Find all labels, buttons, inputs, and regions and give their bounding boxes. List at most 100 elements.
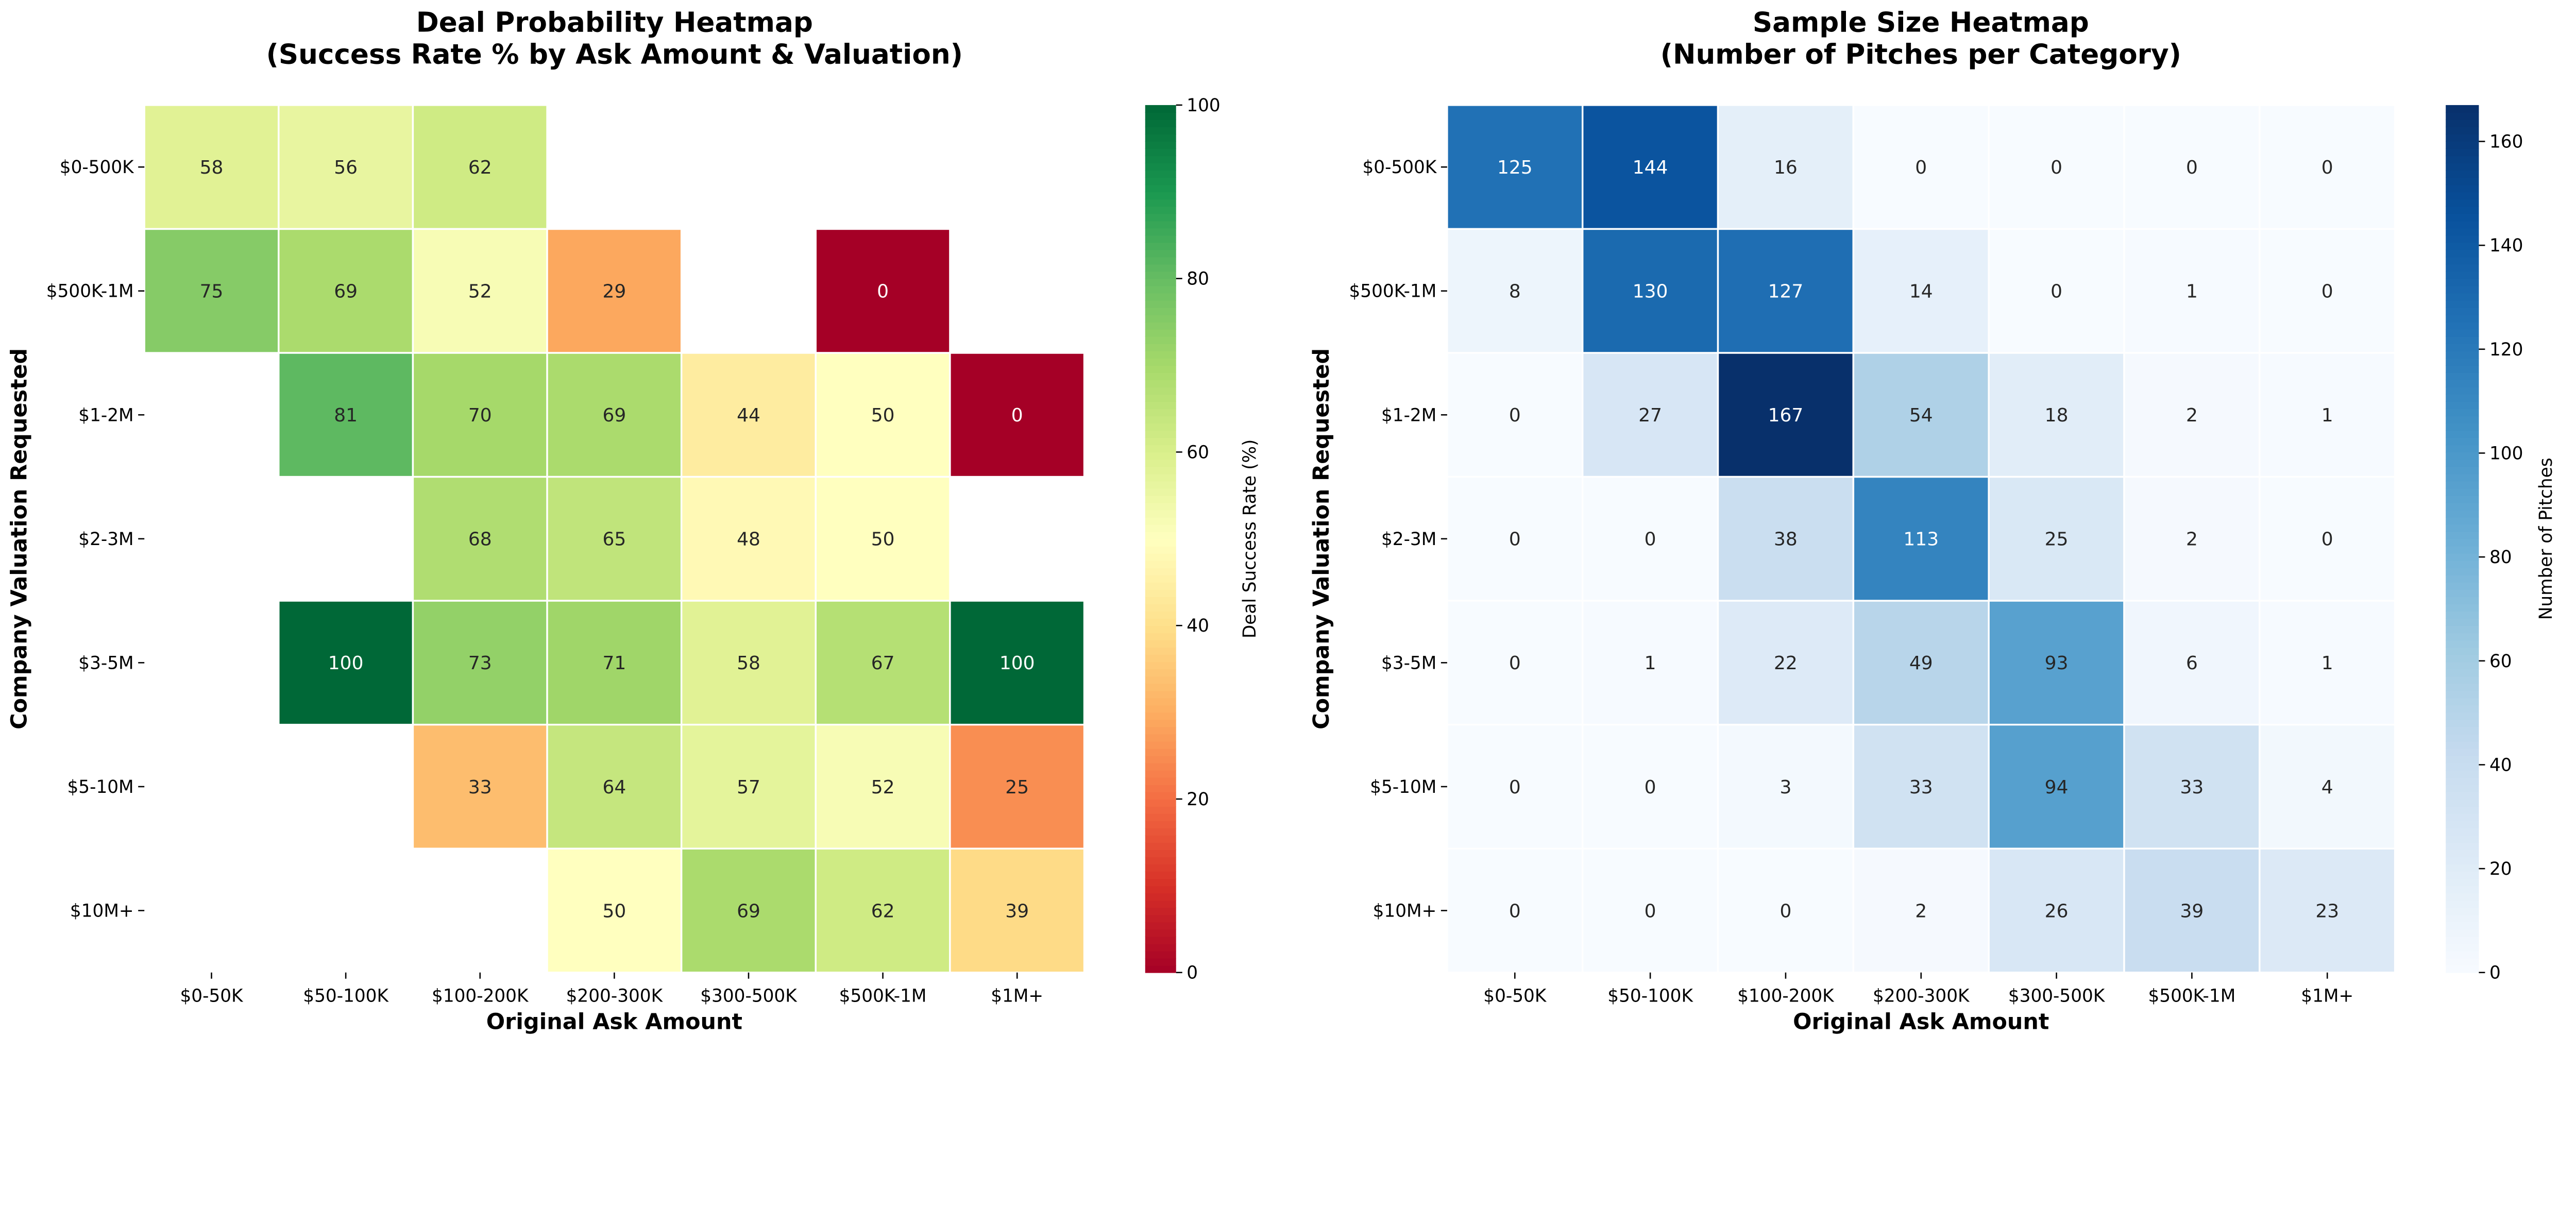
colorbar-segment — [1145, 416, 1176, 424]
colorbar-segment — [2446, 242, 2479, 250]
colorbar-segment — [1145, 546, 1176, 554]
x-tick-label: $50-100K — [1607, 986, 1693, 1006]
colorbar-segment — [2446, 416, 2479, 424]
colorbar-segment — [2446, 597, 2479, 604]
cell-value-label: 33 — [1909, 777, 1933, 798]
chart-title-line: Deal Probability Heatmap — [416, 7, 813, 39]
cell-value-label: 0 — [1780, 901, 1791, 922]
colorbar-segment — [1145, 669, 1176, 677]
y-tick-label: $5-10M — [67, 777, 133, 797]
colorbar-segment — [2446, 835, 2479, 843]
colorbar-segment — [1145, 321, 1176, 330]
cell-value-label: 0 — [2050, 157, 2062, 178]
colorbar-segment — [2446, 611, 2479, 619]
chart-title-line: (Success Rate % by Ask Amount & Valuatio… — [266, 38, 963, 70]
cell-value-label: 26 — [2045, 901, 2069, 922]
cell-value-label: 4 — [2321, 777, 2333, 798]
colorbar-segment — [1145, 351, 1176, 359]
colorbar-segment — [1145, 329, 1176, 337]
colorbar-segment — [1145, 640, 1176, 648]
colorbar-segment — [1145, 430, 1176, 438]
heatmap-cell — [815, 228, 951, 354]
colorbar-segment — [2446, 633, 2479, 641]
heatmap-cell — [2259, 476, 2396, 602]
heatmap-cell — [815, 723, 951, 850]
x-tick-label: $200-300K — [566, 986, 664, 1006]
cell-value-label: 25 — [2045, 529, 2069, 550]
colorbar-segment — [1145, 806, 1176, 814]
cell-value-label: 73 — [468, 653, 492, 674]
y-tick-label: $1-2M — [1381, 405, 1436, 426]
colorbar-segment — [1145, 307, 1176, 315]
heatmap-cell — [2259, 228, 2396, 354]
cell-value-label: 39 — [2180, 901, 2204, 922]
colorbar-tick-label: 40 — [2489, 755, 2512, 775]
colorbar-segment — [1145, 719, 1176, 727]
colorbar-segment — [1145, 206, 1176, 214]
colorbar-tick-label: 100 — [2489, 443, 2523, 464]
colorbar-segment — [2446, 351, 2479, 359]
heatmap-cell — [1446, 104, 1584, 230]
cell-value-label: 0 — [1645, 777, 1656, 798]
colorbar-segment — [2446, 156, 2479, 164]
cell-value-label: 22 — [1774, 653, 1798, 674]
colorbar-segment — [2446, 625, 2479, 634]
colorbar-segment — [2446, 495, 2479, 503]
heatmap-cell — [815, 476, 951, 602]
colorbar-segment — [1145, 762, 1176, 771]
cell-value-label: 65 — [602, 529, 626, 550]
cell-value-label: 52 — [871, 777, 895, 798]
colorbar-segment — [1145, 459, 1176, 467]
colorbar-segment — [1145, 387, 1176, 395]
colorbar-segment — [1145, 401, 1176, 410]
colorbar-tick-label: 0 — [2489, 963, 2501, 983]
colorbar-segment — [1145, 857, 1176, 865]
colorbar-segment — [1145, 184, 1176, 193]
heatmap-cell — [1717, 104, 1855, 230]
colorbar-segment — [2446, 726, 2479, 735]
cell-value-label: 100 — [999, 653, 1035, 674]
colorbar-segment — [1145, 914, 1176, 923]
colorbar-segment — [1145, 567, 1176, 575]
cell-value-label: 62 — [871, 901, 895, 922]
cell-value-label: 2 — [2186, 529, 2198, 550]
colorbar-segment — [2446, 929, 2479, 937]
colorbar-segment — [2446, 257, 2479, 265]
heatmap-cell — [1852, 847, 1990, 974]
colorbar-segment — [2446, 821, 2479, 828]
colorbar-segment — [1145, 604, 1176, 612]
colorbar-tick-label: 20 — [2489, 859, 2512, 879]
colorbar-label: Deal Success Rate (%) — [1240, 439, 1260, 638]
cell-value-label: 0 — [2321, 281, 2333, 302]
y-tick-label: $0-500K — [60, 157, 134, 178]
colorbar-tick-label: 120 — [2489, 340, 2523, 360]
heatmap-cell — [2123, 104, 2261, 230]
colorbar-tick-label: 60 — [2489, 651, 2512, 672]
heatmap-cell — [1988, 476, 2125, 602]
colorbar-segment — [2446, 842, 2479, 851]
colorbar-segment — [2446, 264, 2479, 272]
chart-title-line: (Number of Pitches per Category) — [1660, 38, 2181, 70]
cell-value-label: 2 — [1915, 901, 1927, 922]
cell-value-label: 54 — [1909, 405, 1933, 426]
colorbar-segment — [2446, 394, 2479, 402]
colorbar-segment — [2446, 604, 2479, 612]
colorbar-segment — [2446, 886, 2479, 894]
cell-value-label: 33 — [468, 777, 492, 798]
colorbar-segment — [2446, 177, 2479, 185]
colorbar-segment — [2446, 914, 2479, 923]
colorbar-segment — [1145, 127, 1176, 134]
colorbar-tick-label: 0 — [1187, 963, 1198, 983]
y-tick-label: $500K-1M — [46, 281, 134, 302]
colorbar-segment — [1145, 625, 1176, 634]
colorbar-segment — [1145, 242, 1176, 250]
y-tick-label: $1-2M — [78, 405, 133, 426]
colorbar-segment — [2446, 654, 2479, 663]
heatmap-cell — [1852, 352, 1990, 478]
colorbar-segment — [1145, 264, 1176, 272]
x-axis-label: Original Ask Amount — [486, 1009, 742, 1034]
colorbar-segment — [2446, 734, 2479, 742]
colorbar-segment — [2446, 951, 2479, 959]
colorbar-segment — [1145, 864, 1176, 872]
colorbar-segment — [2446, 199, 2479, 207]
